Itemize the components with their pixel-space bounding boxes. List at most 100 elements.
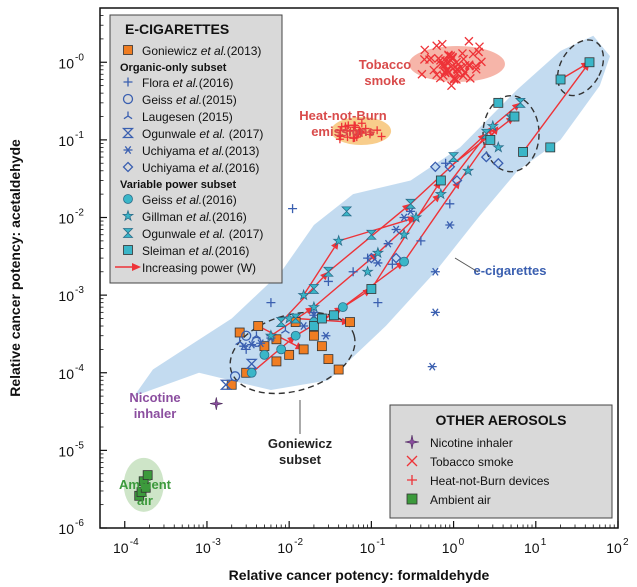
power-arrow-line-11 xyxy=(370,186,438,290)
power-arrow-line-19 xyxy=(522,68,586,153)
marker-star xyxy=(332,234,345,247)
marker-asterisk xyxy=(391,225,401,234)
x-tick-label: 10 xyxy=(195,540,211,556)
marker-x xyxy=(449,74,459,84)
legend-entry: Geiss et al.(2015) xyxy=(142,93,237,107)
marker-star xyxy=(307,300,320,313)
series-ogunwale-et-al-2017- xyxy=(275,97,526,327)
marker-square xyxy=(545,142,556,153)
marker-square xyxy=(309,321,319,331)
marker-square xyxy=(123,45,133,55)
y-axis-label: Relative cancer potency: acetaldehyde xyxy=(7,139,23,397)
y-tick-label: 10 xyxy=(58,521,74,537)
annotation-2: e-cigarettes xyxy=(474,263,547,278)
marker-star4 xyxy=(404,434,420,450)
marker-hourglass xyxy=(308,284,320,294)
marker-circle xyxy=(399,256,409,267)
marker-tri-line xyxy=(252,331,261,339)
marker-square xyxy=(309,330,319,341)
marker-diamond-open xyxy=(480,151,492,163)
annotation-text: emissions xyxy=(311,124,375,139)
marker-star xyxy=(434,187,447,200)
marker-hourglass xyxy=(341,206,353,217)
marker-plus xyxy=(348,267,358,277)
legend-e-cigarettes-box xyxy=(109,14,283,284)
marker-x xyxy=(452,68,462,78)
marker-circle-open xyxy=(122,93,134,105)
marker-star xyxy=(297,288,310,301)
marker-square xyxy=(485,134,496,145)
marker-square xyxy=(345,317,355,327)
legend-other-entry: Ambient air xyxy=(430,493,491,507)
legend-entry: Uchiyama et al.(2013) xyxy=(142,144,259,158)
marker-hourglass xyxy=(405,198,417,209)
marker-plus xyxy=(387,259,397,269)
x-tick-label: 10 xyxy=(606,540,622,556)
legend-subheading: Organic-only subset xyxy=(120,62,227,74)
marker-plus xyxy=(336,132,345,141)
legend-entry: Gillman et al.(2016) xyxy=(142,210,247,224)
marker-star xyxy=(361,265,374,277)
marker-asterisk xyxy=(239,342,249,351)
marker-diamond-open xyxy=(451,175,463,186)
x-tick-label: 10 xyxy=(360,540,376,556)
marker-star4 xyxy=(209,397,223,410)
goniewicz-subset-loop xyxy=(229,311,356,395)
marker-plus xyxy=(373,126,382,135)
marker-x xyxy=(437,39,447,49)
y-tick-exponent: -6 xyxy=(75,518,84,529)
legend-other-aerosols: OTHER AEROSOLS Nicotine inhaler Tobacco sm… xyxy=(389,404,613,519)
marker-square xyxy=(316,341,327,352)
marker-plus xyxy=(342,126,351,135)
marker-asterisk xyxy=(399,213,409,222)
marker-plus xyxy=(407,475,417,485)
marker-diamond-open xyxy=(444,161,456,173)
annotation-text: subset xyxy=(279,452,322,467)
marker-circle xyxy=(246,367,257,378)
marker-x xyxy=(429,65,439,75)
marker-diamond-open xyxy=(390,252,402,264)
marker-plus xyxy=(377,132,386,141)
annotation-text: Goniewicz xyxy=(268,436,333,451)
legend-other-entry: Heat-not-Burn devices xyxy=(430,474,549,488)
legend-entry: Uchiyama et al.(2016) xyxy=(142,161,259,175)
legend-entry: Goniewicz et al.(2013) xyxy=(142,44,261,58)
marker-hourglass xyxy=(122,228,134,238)
marker-square xyxy=(493,97,504,108)
marker-x xyxy=(417,69,427,79)
x-tick-label: 10 xyxy=(277,540,293,556)
marker-square xyxy=(406,493,418,505)
legend-entry: Increasing power (W) xyxy=(142,261,256,275)
marker-circle xyxy=(290,330,301,341)
marker-plus xyxy=(357,119,366,128)
annotation-text: air xyxy=(137,493,153,508)
power-arrow-head-4 xyxy=(490,126,499,135)
power-arrow-line-3 xyxy=(403,186,457,263)
marker-asterisk xyxy=(373,258,383,267)
marker-square xyxy=(226,379,237,390)
marker-asterisk xyxy=(430,308,440,317)
cluster-tobacco-smoke xyxy=(417,36,486,91)
marker-star xyxy=(398,228,411,240)
points-layer xyxy=(134,36,595,501)
marker-x xyxy=(464,36,474,46)
marker-square xyxy=(509,111,520,122)
marker-plus xyxy=(266,298,276,308)
marker-hourglass-open xyxy=(219,379,232,390)
marker-x xyxy=(476,57,486,67)
marker-arrow-head xyxy=(132,263,141,271)
marker-x xyxy=(474,47,484,57)
power-arrow-line-14 xyxy=(410,138,481,205)
series-geiss-et-al-2016- xyxy=(246,256,409,378)
y-tick-label: 10 xyxy=(58,443,74,459)
marker-x xyxy=(471,64,481,74)
marker-asterisk xyxy=(445,221,455,230)
y-tick-label: 10 xyxy=(58,55,74,71)
marker-asterisk xyxy=(256,339,266,348)
marker-asterisk xyxy=(299,322,309,331)
legend-other-title: OTHER AEROSOLS xyxy=(436,412,567,428)
y-tick-exponent: -2 xyxy=(75,208,84,219)
y-tick-label: 10 xyxy=(58,211,74,227)
